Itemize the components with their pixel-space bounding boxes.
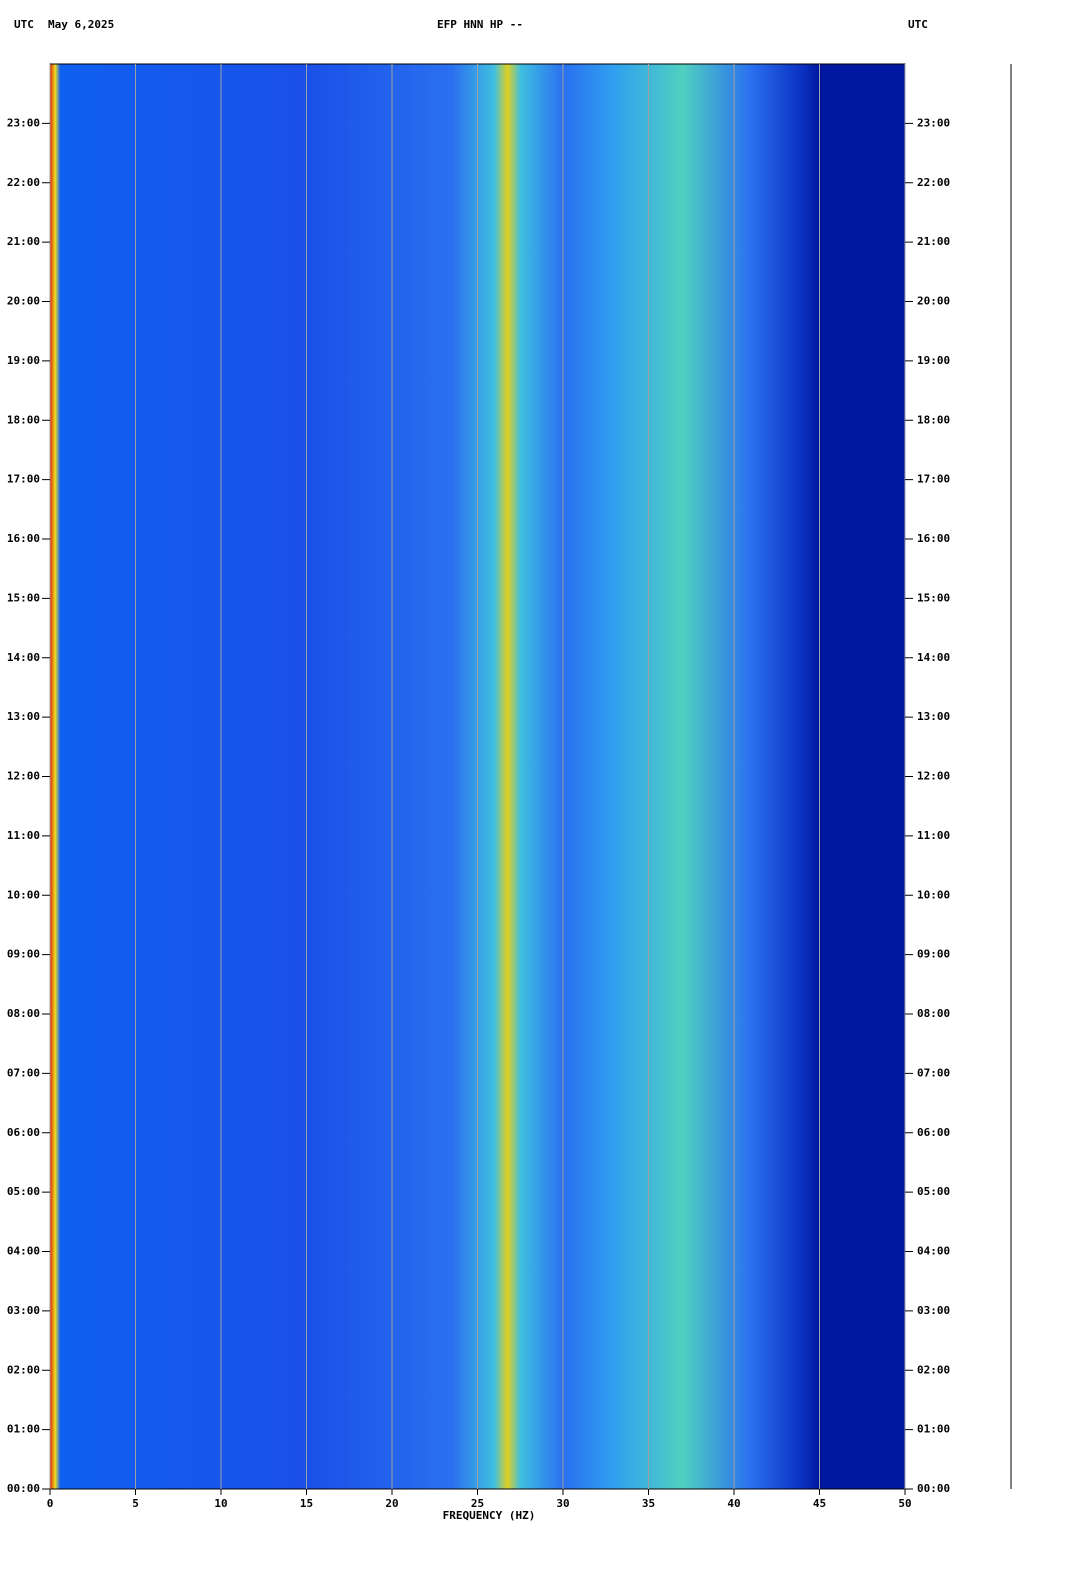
y-tick-label: 09:00 bbox=[7, 948, 40, 961]
y-tick-label: 06:00 bbox=[917, 1126, 950, 1139]
x-tick-label: 10 bbox=[214, 1497, 227, 1510]
x-tick-label: 5 bbox=[132, 1497, 139, 1510]
y-tick-label: 08:00 bbox=[917, 1007, 950, 1020]
y-tick-label: 17:00 bbox=[917, 473, 950, 486]
y-tick-label: 13:00 bbox=[7, 710, 40, 723]
x-axis-label: FREQUENCY (HZ) bbox=[443, 1509, 536, 1522]
y-tick-label: 03:00 bbox=[917, 1304, 950, 1317]
y-tick-label: 14:00 bbox=[917, 651, 950, 664]
y-tick-label: 07:00 bbox=[917, 1066, 950, 1079]
date: May 6,2025 bbox=[48, 18, 114, 31]
y-tick-label: 23:00 bbox=[7, 116, 40, 129]
y-tick-label: 09:00 bbox=[917, 948, 950, 961]
x-tick-label: 20 bbox=[385, 1497, 398, 1510]
y-tick-label: 12:00 bbox=[917, 770, 950, 783]
y-tick-label: 18:00 bbox=[917, 413, 950, 426]
y-tick-label: 03:00 bbox=[7, 1304, 40, 1317]
y-tick-label: 01:00 bbox=[7, 1423, 40, 1436]
y-tick-label: 12:00 bbox=[7, 770, 40, 783]
y-tick-label: 18:00 bbox=[7, 413, 40, 426]
y-tick-label: 16:00 bbox=[7, 532, 40, 545]
y-tick-label: 06:00 bbox=[7, 1126, 40, 1139]
y-tick-label: 11:00 bbox=[7, 829, 40, 842]
y-tick-label: 05:00 bbox=[917, 1185, 950, 1198]
x-tick-label: 35 bbox=[642, 1497, 655, 1510]
chart-title: EFP HNN HP -- bbox=[437, 18, 523, 31]
y-tick-label: 05:00 bbox=[7, 1185, 40, 1198]
y-tick-label: 16:00 bbox=[917, 532, 950, 545]
y-tick-label: 15:00 bbox=[7, 591, 40, 604]
x-tick-label: 40 bbox=[727, 1497, 740, 1510]
y-tick-label: 10:00 bbox=[7, 888, 40, 901]
y-tick-label: 01:00 bbox=[917, 1423, 950, 1436]
y-tick-label: 21:00 bbox=[7, 235, 40, 248]
x-tick-label: 50 bbox=[898, 1497, 911, 1510]
x-tick-label: 45 bbox=[813, 1497, 826, 1510]
x-tick-label: 30 bbox=[556, 1497, 569, 1510]
y-tick-label: 08:00 bbox=[7, 1007, 40, 1020]
y-tick-label: 17:00 bbox=[7, 473, 40, 486]
y-tick-label: 10:00 bbox=[917, 888, 950, 901]
y-tick-label: 00:00 bbox=[917, 1482, 950, 1495]
y-tick-label: 07:00 bbox=[7, 1066, 40, 1079]
y-tick-label: 23:00 bbox=[917, 116, 950, 129]
y-tick-label: 19:00 bbox=[7, 354, 40, 367]
y-tick-label: 21:00 bbox=[917, 235, 950, 248]
y-tick-label: 15:00 bbox=[917, 591, 950, 604]
y-tick-label: 22:00 bbox=[917, 176, 950, 189]
y-tick-label: 20:00 bbox=[7, 295, 40, 308]
y-tick-label: 20:00 bbox=[917, 295, 950, 308]
y-tick-label: 04:00 bbox=[917, 1245, 950, 1258]
timezone-left: UTC bbox=[14, 18, 34, 31]
y-tick-label: 02:00 bbox=[917, 1363, 950, 1376]
timezone-right: UTC bbox=[908, 18, 928, 31]
y-tick-label: 00:00 bbox=[7, 1482, 40, 1495]
x-tick-label: 15 bbox=[300, 1497, 313, 1510]
y-tick-label: 11:00 bbox=[917, 829, 950, 842]
y-tick-label: 14:00 bbox=[7, 651, 40, 664]
y-tick-label: 04:00 bbox=[7, 1245, 40, 1258]
y-tick-label: 22:00 bbox=[7, 176, 40, 189]
x-tick-label: 25 bbox=[471, 1497, 484, 1510]
y-tick-label: 02:00 bbox=[7, 1363, 40, 1376]
y-tick-label: 13:00 bbox=[917, 710, 950, 723]
x-tick-label: 0 bbox=[47, 1497, 54, 1510]
y-tick-label: 19:00 bbox=[917, 354, 950, 367]
